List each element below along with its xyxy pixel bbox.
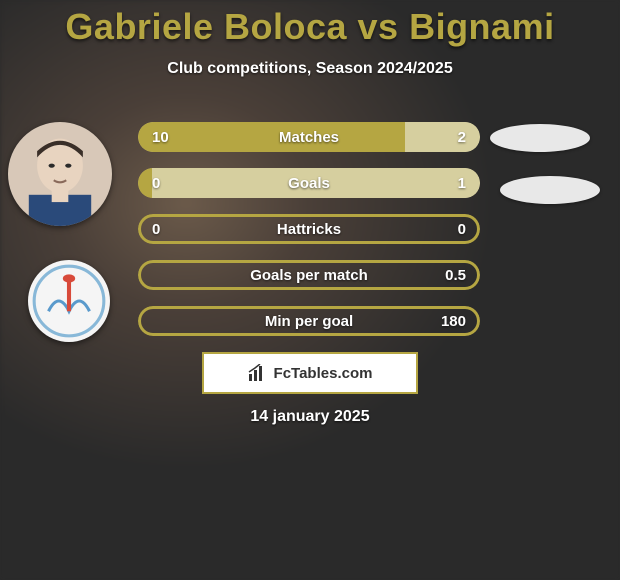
page-title: Gabriele Boloca vs Bignami	[0, 0, 620, 48]
date-text: 14 january 2025	[0, 408, 620, 426]
stat-row: 180Min per goal	[138, 306, 480, 336]
club-badge	[28, 260, 110, 342]
comparison-rows: 102Matches 01Goals 00Hattricks 0.5Goals per…	[138, 122, 480, 352]
stat-row: 01Goals	[138, 168, 480, 198]
stat-label: Goals per match	[138, 260, 480, 290]
brand-text: FcTables.com	[274, 365, 373, 382]
page-subtitle: Club competitions, Season 2024/2025	[0, 60, 620, 78]
player-avatar-left	[8, 122, 112, 226]
stat-row: 102Matches	[138, 122, 480, 152]
stat-label: Min per goal	[138, 306, 480, 336]
stat-row: 0.5Goals per match	[138, 260, 480, 290]
club-logo-icon	[28, 260, 110, 342]
stat-label: Hattricks	[138, 214, 480, 244]
placeholder-ellipse-2	[500, 176, 600, 204]
stat-label: Matches	[138, 122, 480, 152]
brand-box[interactable]: FcTables.com	[202, 352, 418, 394]
content-root: Gabriele Boloca vs Bignami Club competit…	[0, 0, 620, 580]
chart-icon	[248, 364, 268, 382]
stat-label: Goals	[138, 168, 480, 198]
placeholder-ellipse-1	[490, 124, 590, 152]
stat-row: 00Hattricks	[138, 214, 480, 244]
face-icon	[8, 122, 112, 226]
